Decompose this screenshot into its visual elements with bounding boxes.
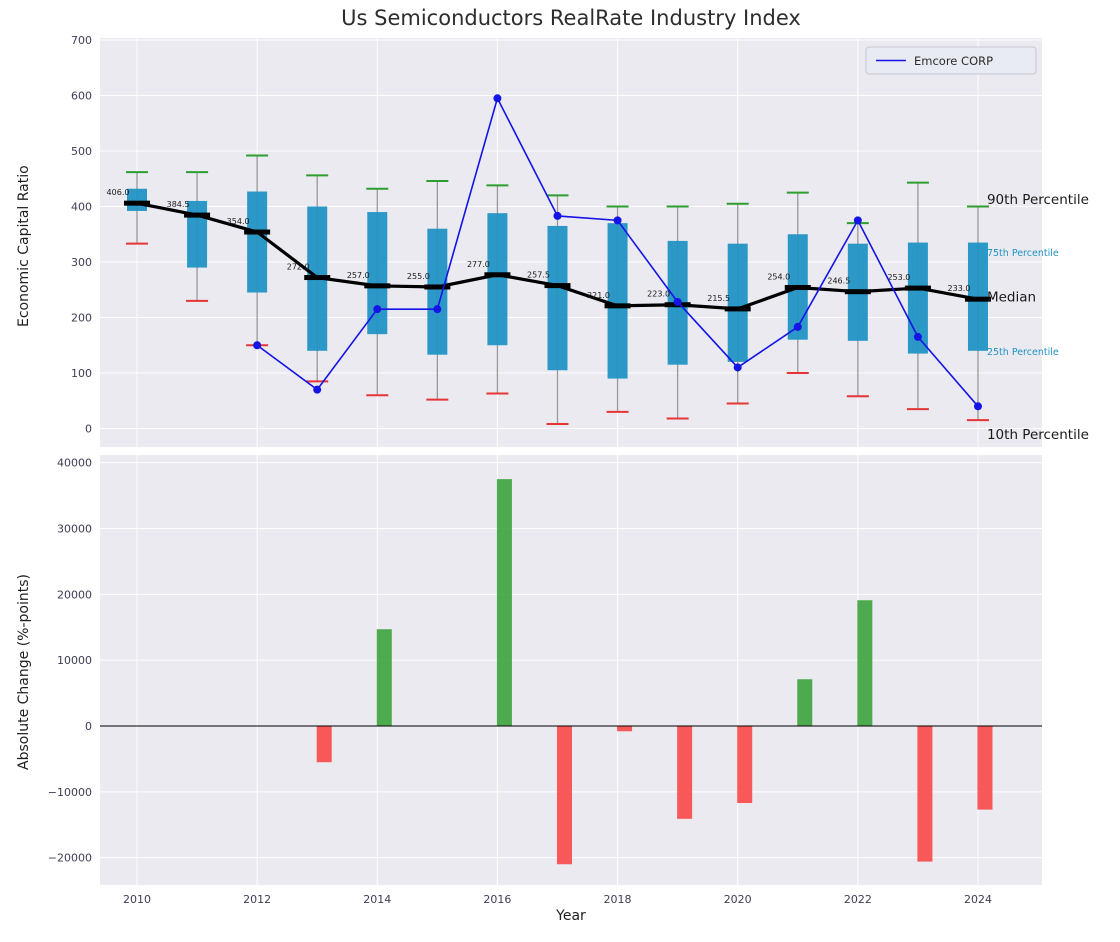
- change-bar-2020: [737, 726, 753, 804]
- ytick-label-bottom: 0: [85, 720, 92, 733]
- top-plot-background: [100, 38, 1042, 447]
- change-bar-2014: [376, 629, 392, 726]
- iqr-box-2020: [727, 243, 748, 362]
- emcore-point-2024: [973, 402, 982, 411]
- median-value-label-2010: 406.0: [107, 188, 130, 197]
- median-value-label-2020: 215.5: [707, 294, 730, 303]
- xtick-label: 2016: [483, 893, 511, 906]
- median-value-label-2013: 272.0: [287, 263, 310, 272]
- iqr-box-2014: [367, 212, 388, 335]
- ytick-label-top: 500: [71, 145, 92, 158]
- emcore-point-2020: [733, 363, 742, 372]
- ytick-label-bottom: 10000: [57, 654, 92, 667]
- ytick-label-bottom: −10000: [48, 786, 92, 799]
- iqr-box-2010: [127, 188, 147, 211]
- median-value-label-2022: 246.5: [827, 277, 850, 286]
- xtick-label: 2018: [604, 893, 632, 906]
- median-value-label-2015: 255.0: [407, 272, 430, 281]
- median-marker-2021: [784, 285, 811, 291]
- xtick-label: 2022: [844, 893, 872, 906]
- ytick-label-top: 200: [71, 312, 92, 325]
- percentile-label: 10th Percentile: [987, 427, 1089, 443]
- emcore-point-2019: [673, 297, 682, 306]
- change-bar-2021: [797, 679, 813, 726]
- median-marker-2010: [124, 200, 150, 206]
- percentile-label: 90th Percentile: [987, 192, 1089, 208]
- change-bar-2018: [617, 726, 633, 732]
- median-marker-2013: [304, 275, 331, 281]
- ytick-label-top: 0: [85, 423, 92, 436]
- median-marker-2017: [544, 283, 571, 289]
- ytick-label-bottom: 40000: [57, 457, 92, 470]
- legend-label: Emcore CORP: [914, 54, 993, 68]
- ytick-label-bottom: 20000: [57, 588, 92, 601]
- xtick-label: 2020: [724, 893, 752, 906]
- median-value-label-2017: 257.5: [527, 271, 550, 280]
- ytick-label-top: 600: [71, 90, 92, 103]
- emcore-point-2012: [253, 341, 262, 350]
- median-marker-2020: [724, 306, 751, 312]
- change-bar-2017: [556, 726, 572, 865]
- change-bar-2024: [977, 726, 993, 810]
- iqr-box-2018: [607, 223, 628, 379]
- median-marker-2022: [844, 289, 871, 295]
- change-bar-2016: [496, 479, 512, 726]
- change-bar-2019: [677, 726, 693, 819]
- emcore-point-2014: [373, 305, 382, 314]
- median-value-label-2016: 277.0: [467, 260, 490, 269]
- ytick-label-top: 400: [71, 201, 92, 214]
- median-marker-2012: [244, 229, 271, 235]
- top-y-axis-label: Economic Capital Ratio: [16, 165, 32, 327]
- change-bar-2022: [857, 600, 873, 726]
- median-marker-2018: [604, 303, 631, 309]
- emcore-point-2015: [433, 305, 442, 314]
- emcore-point-2022: [853, 216, 862, 225]
- percentile-label: Median: [987, 290, 1036, 306]
- emcore-point-2013: [313, 385, 322, 394]
- median-value-label-2012: 354.0: [227, 217, 250, 226]
- median-marker-2015: [424, 284, 451, 290]
- median-marker-2016: [484, 272, 511, 278]
- change-bar-2013: [316, 726, 332, 763]
- legend-box: [865, 46, 1037, 75]
- iqr-box-2017: [547, 225, 568, 371]
- chart-title: Us Semiconductors RealRate Industry Inde…: [341, 6, 801, 30]
- percentile-label: 25th Percentile: [987, 347, 1059, 358]
- ytick-label-top: 700: [71, 34, 92, 47]
- median-marker-2011: [184, 212, 211, 218]
- median-marker-2014: [364, 283, 391, 289]
- emcore-point-2023: [913, 332, 922, 341]
- ytick-label-bottom: 30000: [57, 523, 92, 536]
- iqr-box-2015: [427, 228, 448, 355]
- median-marker-2023: [904, 285, 931, 291]
- median-value-label-2021: 254.0: [767, 273, 790, 282]
- xtick-label: 2012: [243, 893, 271, 906]
- ytick-label-top: 100: [71, 367, 92, 380]
- bottom-y-axis-label: Absolute Change (%-points): [16, 574, 32, 770]
- xtick-label: 2024: [964, 893, 992, 906]
- emcore-point-2016: [493, 94, 502, 103]
- xtick-label: 2014: [363, 893, 391, 906]
- iqr-box-2016: [487, 213, 508, 346]
- percentile-label: 75th Percentile: [987, 248, 1059, 259]
- median-marker-2024: [964, 296, 991, 302]
- iqr-box-2012: [247, 191, 268, 293]
- change-bar-2023: [917, 726, 933, 862]
- median-value-label-2023: 253.0: [887, 273, 910, 282]
- median-value-label-2019: 223.0: [647, 290, 670, 299]
- median-value-label-2024: 233.0: [948, 284, 971, 293]
- x-axis-label: Year: [556, 908, 586, 924]
- median-value-label-2018: 221.0: [587, 291, 610, 300]
- ytick-label-bottom: −20000: [48, 852, 92, 865]
- xtick-label: 2010: [123, 893, 151, 906]
- median-value-label-2011: 384.5: [167, 200, 190, 209]
- median-value-label-2014: 257.0: [347, 271, 370, 280]
- ytick-label-top: 300: [71, 256, 92, 269]
- emcore-point-2018: [613, 216, 622, 225]
- emcore-point-2017: [553, 211, 562, 220]
- iqr-box-2011: [187, 200, 208, 268]
- emcore-point-2021: [793, 322, 802, 331]
